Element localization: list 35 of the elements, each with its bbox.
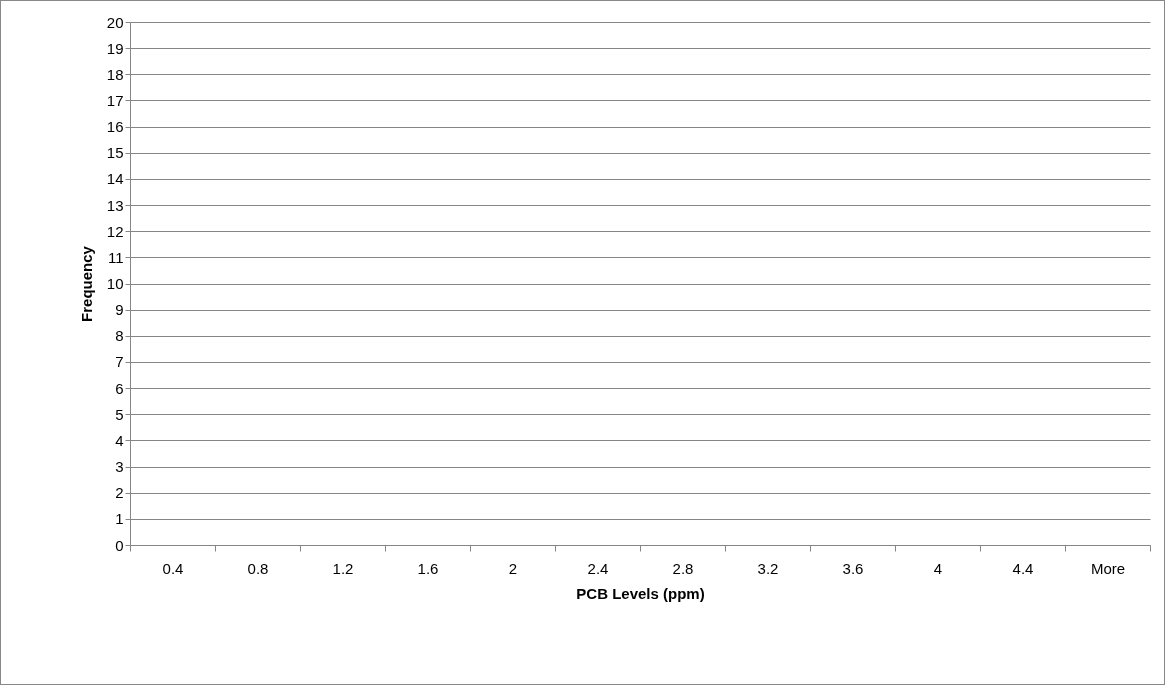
y-axis-title: Frequency <box>77 245 95 322</box>
y-tick-label: 10 <box>106 275 124 292</box>
x-tick-label: 2.8 <box>672 559 694 577</box>
y-tick-label: 12 <box>106 222 124 240</box>
y-tick-label: 1 <box>115 510 124 528</box>
x-tick-label: 2.4 <box>587 559 609 577</box>
y-tick-label: 0 <box>115 536 124 554</box>
x-tick-label: 2 <box>508 559 518 577</box>
x-tick-label: More <box>1090 559 1126 577</box>
x-tick-label: 0.4 <box>162 559 184 577</box>
x-tick-label: 3.6 <box>842 559 864 577</box>
y-tick-label: 4 <box>115 431 124 449</box>
y-tick-label: 3 <box>115 458 124 476</box>
y-tick-label: 5 <box>115 405 124 423</box>
y-tick-label: 16 <box>106 118 124 136</box>
y-tick-label: 9 <box>115 301 124 319</box>
y-tick-label: 2 <box>115 484 124 502</box>
y-tick-label: 15 <box>106 144 124 162</box>
y-tick-label: 19 <box>106 39 124 57</box>
y-tick-label: 18 <box>106 65 124 83</box>
y-tick-label: 6 <box>115 379 124 397</box>
y-tick-label: 20 <box>106 13 124 31</box>
y-tick-label: 17 <box>106 91 124 109</box>
x-tick-label: 1.6 <box>417 559 439 577</box>
y-tick-label: 13 <box>106 196 124 214</box>
y-tick-label: 11 <box>107 248 124 266</box>
x-tick-label: 4 <box>933 559 943 577</box>
y-tick-label: 14 <box>106 170 124 188</box>
x-tick-label: 3.2 <box>757 559 779 577</box>
y-tick-label: 7 <box>115 353 124 371</box>
x-tick-label: 0.8 <box>247 559 269 577</box>
y-tick-label: 8 <box>115 327 124 345</box>
x-axis-title: PCB Levels (ppm) <box>576 584 705 602</box>
x-tick-label: 1.2 <box>332 559 354 577</box>
x-tick-label: 4.4 <box>1012 559 1034 577</box>
